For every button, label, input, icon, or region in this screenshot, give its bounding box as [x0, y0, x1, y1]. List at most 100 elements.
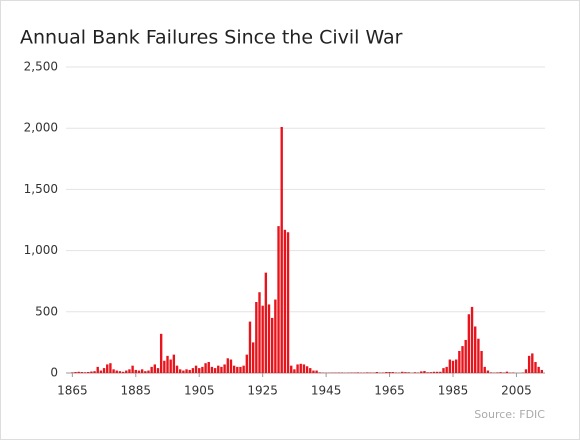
bar [413, 372, 417, 373]
bar [144, 371, 147, 373]
bar [96, 366, 99, 373]
bar [102, 368, 106, 373]
bar [140, 369, 144, 373]
bar [404, 372, 407, 373]
bar [169, 359, 172, 373]
bar [435, 371, 439, 373]
bar [83, 372, 87, 373]
bar [375, 372, 379, 373]
bar [118, 371, 122, 373]
x-tick-label: 1885 [121, 384, 152, 398]
bar [236, 366, 239, 373]
bar [283, 229, 287, 373]
bar [213, 368, 217, 373]
bar [271, 317, 274, 373]
bar [442, 368, 445, 373]
y-tick-label: 2,500 [24, 60, 58, 74]
bar [505, 371, 509, 373]
bar [204, 363, 207, 373]
bar [226, 358, 229, 373]
bar [159, 333, 163, 373]
bar [80, 372, 84, 373]
bar [293, 369, 296, 373]
bar [477, 338, 480, 373]
bar [423, 371, 426, 373]
bar [232, 365, 236, 373]
bar [439, 371, 442, 373]
bar [194, 365, 198, 373]
bar [90, 371, 93, 373]
bar [245, 354, 249, 373]
bar [277, 226, 280, 373]
bar [458, 350, 461, 373]
bar [489, 372, 493, 373]
bar [121, 371, 125, 373]
bar [179, 369, 182, 373]
bar [467, 314, 471, 373]
bar [429, 372, 432, 373]
bar [274, 299, 277, 373]
bar [420, 371, 423, 373]
bar [156, 368, 160, 373]
bar [496, 372, 499, 373]
bar [527, 355, 531, 373]
x-tick-label: 1865 [57, 384, 88, 398]
bar [315, 370, 318, 373]
bar [454, 359, 458, 373]
bar [255, 302, 258, 373]
bar [391, 372, 394, 373]
bar [147, 370, 150, 373]
bar [309, 368, 312, 373]
bar [286, 232, 290, 373]
bar [470, 306, 474, 373]
bar [242, 365, 245, 373]
bar [251, 342, 255, 373]
x-tick-label: 1905 [184, 384, 215, 398]
bar [540, 369, 544, 373]
bar [175, 365, 179, 373]
bar [299, 363, 302, 373]
bar [356, 372, 360, 373]
bar [537, 366, 540, 373]
bar [486, 370, 490, 373]
chart-title: Annual Bank Failures Since the Civil War [20, 27, 403, 49]
bar [401, 371, 404, 373]
bar [261, 305, 264, 373]
bar [258, 292, 261, 373]
bar [191, 368, 195, 373]
bar [134, 369, 137, 373]
y-tick-label: 2,000 [24, 121, 58, 135]
bar [305, 366, 309, 373]
bar [182, 370, 185, 373]
bar [71, 372, 74, 373]
bar [426, 372, 429, 373]
x-tick-label: 1925 [247, 384, 278, 398]
bar [128, 369, 131, 373]
bar [163, 360, 166, 373]
y-tick-label: 1,000 [24, 243, 58, 257]
bar [464, 339, 467, 373]
bar [115, 370, 118, 373]
bar [210, 366, 214, 373]
x-tick-label: 1945 [311, 384, 342, 398]
bar [474, 326, 477, 373]
bar [448, 359, 452, 373]
bar [264, 272, 268, 373]
bar [207, 361, 210, 373]
bar [280, 126, 283, 373]
bar [499, 372, 502, 373]
bar [366, 372, 369, 373]
x-tick-label: 1965 [374, 384, 405, 398]
bar [312, 370, 315, 373]
bar [153, 364, 157, 373]
bar [185, 369, 188, 373]
bar [109, 363, 112, 373]
bar [445, 366, 448, 373]
bar [239, 366, 242, 373]
x-tick-label: 1985 [438, 384, 469, 398]
bar [223, 364, 226, 373]
bar [106, 364, 109, 373]
bar [483, 366, 486, 373]
